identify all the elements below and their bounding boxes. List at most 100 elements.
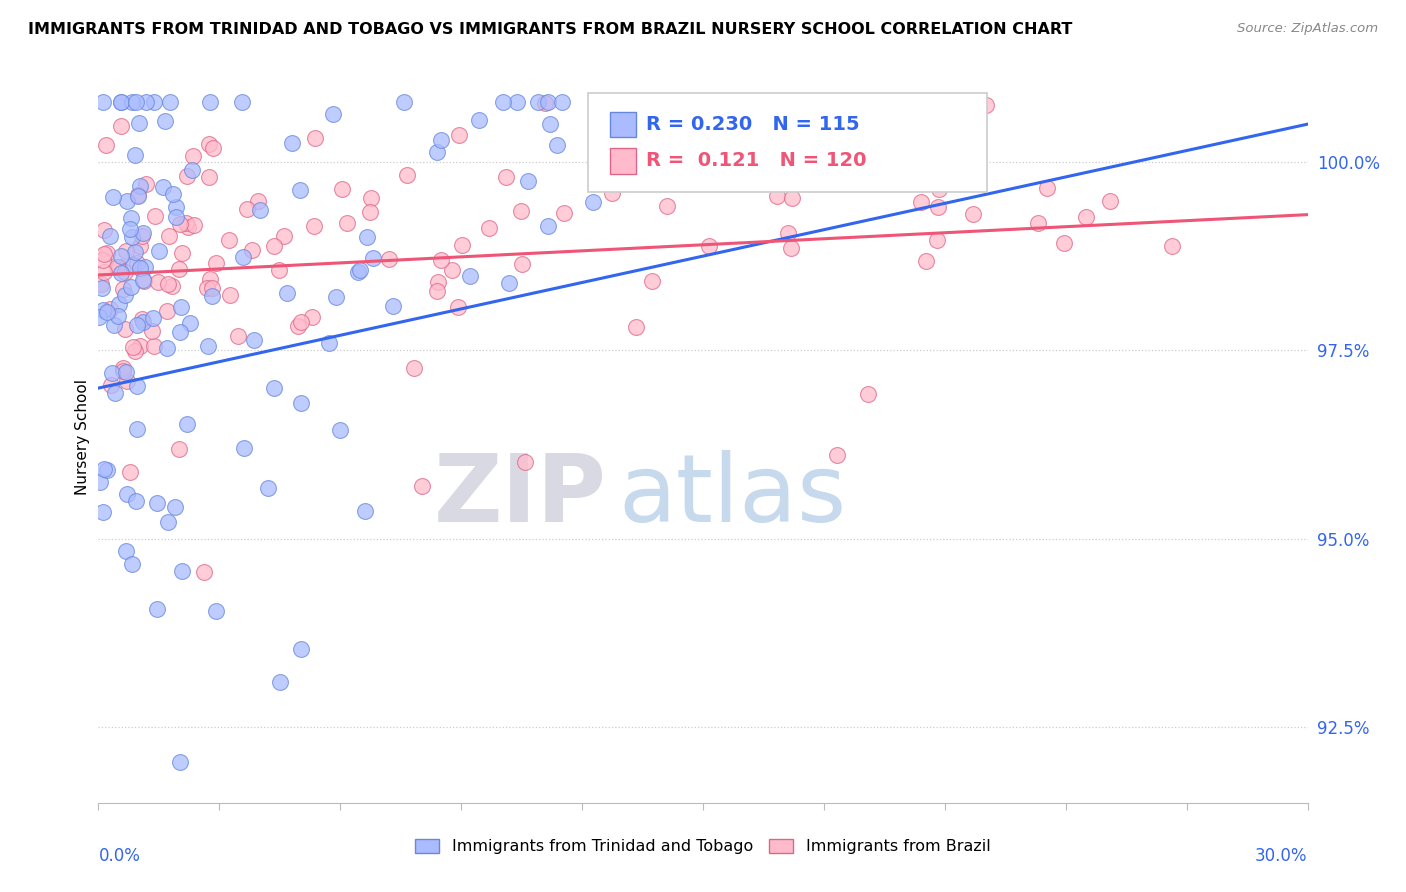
Point [132, 275, 155, 289]
Text: Source: ZipAtlas.com: Source: ZipAtlas.com [1237, 22, 1378, 36]
Point [276, 286, 298, 301]
Point [330, 182, 353, 196]
Point [114, 288, 136, 302]
Point [263, 239, 285, 253]
Point [856, 387, 879, 401]
Point [359, 205, 381, 219]
Point [226, 329, 249, 343]
Point [1099, 194, 1122, 208]
Point [534, 96, 557, 111]
Point [93, 461, 115, 475]
Point [218, 233, 240, 247]
Point [243, 333, 266, 347]
Point [257, 481, 280, 495]
Point [477, 220, 499, 235]
Point [129, 239, 152, 253]
Point [356, 230, 378, 244]
Point [142, 95, 165, 109]
Point [863, 143, 886, 157]
Point [927, 200, 949, 214]
Point [506, 95, 529, 109]
Point [910, 194, 932, 209]
Point [112, 364, 135, 378]
Point [426, 145, 449, 159]
Point [131, 312, 153, 326]
Point [395, 168, 418, 182]
Point [776, 226, 799, 240]
FancyBboxPatch shape [610, 148, 637, 174]
Point [91, 302, 114, 317]
Point [93, 247, 115, 261]
Point [205, 604, 228, 618]
Point [129, 179, 152, 194]
Text: R =  0.121   N = 120: R = 0.121 N = 120 [647, 151, 866, 170]
Point [1036, 180, 1059, 194]
Point [131, 229, 153, 244]
Point [1053, 236, 1076, 251]
Point [290, 315, 312, 329]
Point [347, 265, 370, 279]
Point [526, 95, 548, 109]
Point [110, 266, 132, 280]
Point [624, 319, 647, 334]
Point [176, 417, 198, 431]
Point [301, 310, 323, 325]
Point [101, 190, 124, 204]
Point [135, 177, 157, 191]
Point [125, 318, 148, 332]
Text: atlas: atlas [619, 450, 846, 541]
Point [111, 282, 134, 296]
Point [588, 95, 610, 109]
Point [125, 95, 148, 109]
Point [115, 244, 138, 258]
Point [165, 200, 187, 214]
Point [287, 318, 309, 333]
Point [122, 258, 145, 272]
Point [318, 336, 340, 351]
Point [546, 137, 568, 152]
Point [135, 95, 157, 109]
Point [159, 95, 181, 109]
Point [118, 222, 141, 236]
Text: 0.0%: 0.0% [98, 847, 141, 864]
Point [201, 140, 224, 154]
Point [169, 326, 191, 340]
Point [510, 257, 533, 271]
Point [198, 136, 221, 151]
Point [360, 191, 382, 205]
Point [96, 245, 118, 260]
Point [96, 463, 118, 477]
Point [288, 183, 311, 197]
Point [246, 194, 269, 208]
Point [915, 254, 938, 268]
Point [118, 466, 141, 480]
Point [101, 367, 124, 381]
Point [426, 276, 449, 290]
Point [115, 487, 138, 501]
Point [114, 322, 136, 336]
Point [641, 274, 664, 288]
Point [468, 112, 491, 127]
Point [117, 194, 139, 209]
Point [146, 602, 169, 616]
Point [174, 216, 197, 230]
Point [218, 288, 240, 302]
Point [160, 278, 183, 293]
Point [249, 203, 271, 218]
Point [104, 386, 127, 401]
Point [105, 260, 128, 274]
Point [657, 199, 679, 213]
Point [87, 310, 110, 324]
Point [205, 256, 228, 270]
Point [429, 252, 451, 267]
Point [402, 360, 425, 375]
Point [290, 396, 312, 410]
Point [125, 422, 148, 436]
Point [765, 189, 787, 203]
Point [322, 107, 344, 121]
Point [165, 210, 187, 224]
Point [129, 260, 152, 275]
Point [94, 137, 117, 152]
Point [114, 265, 136, 279]
Point [537, 219, 560, 233]
